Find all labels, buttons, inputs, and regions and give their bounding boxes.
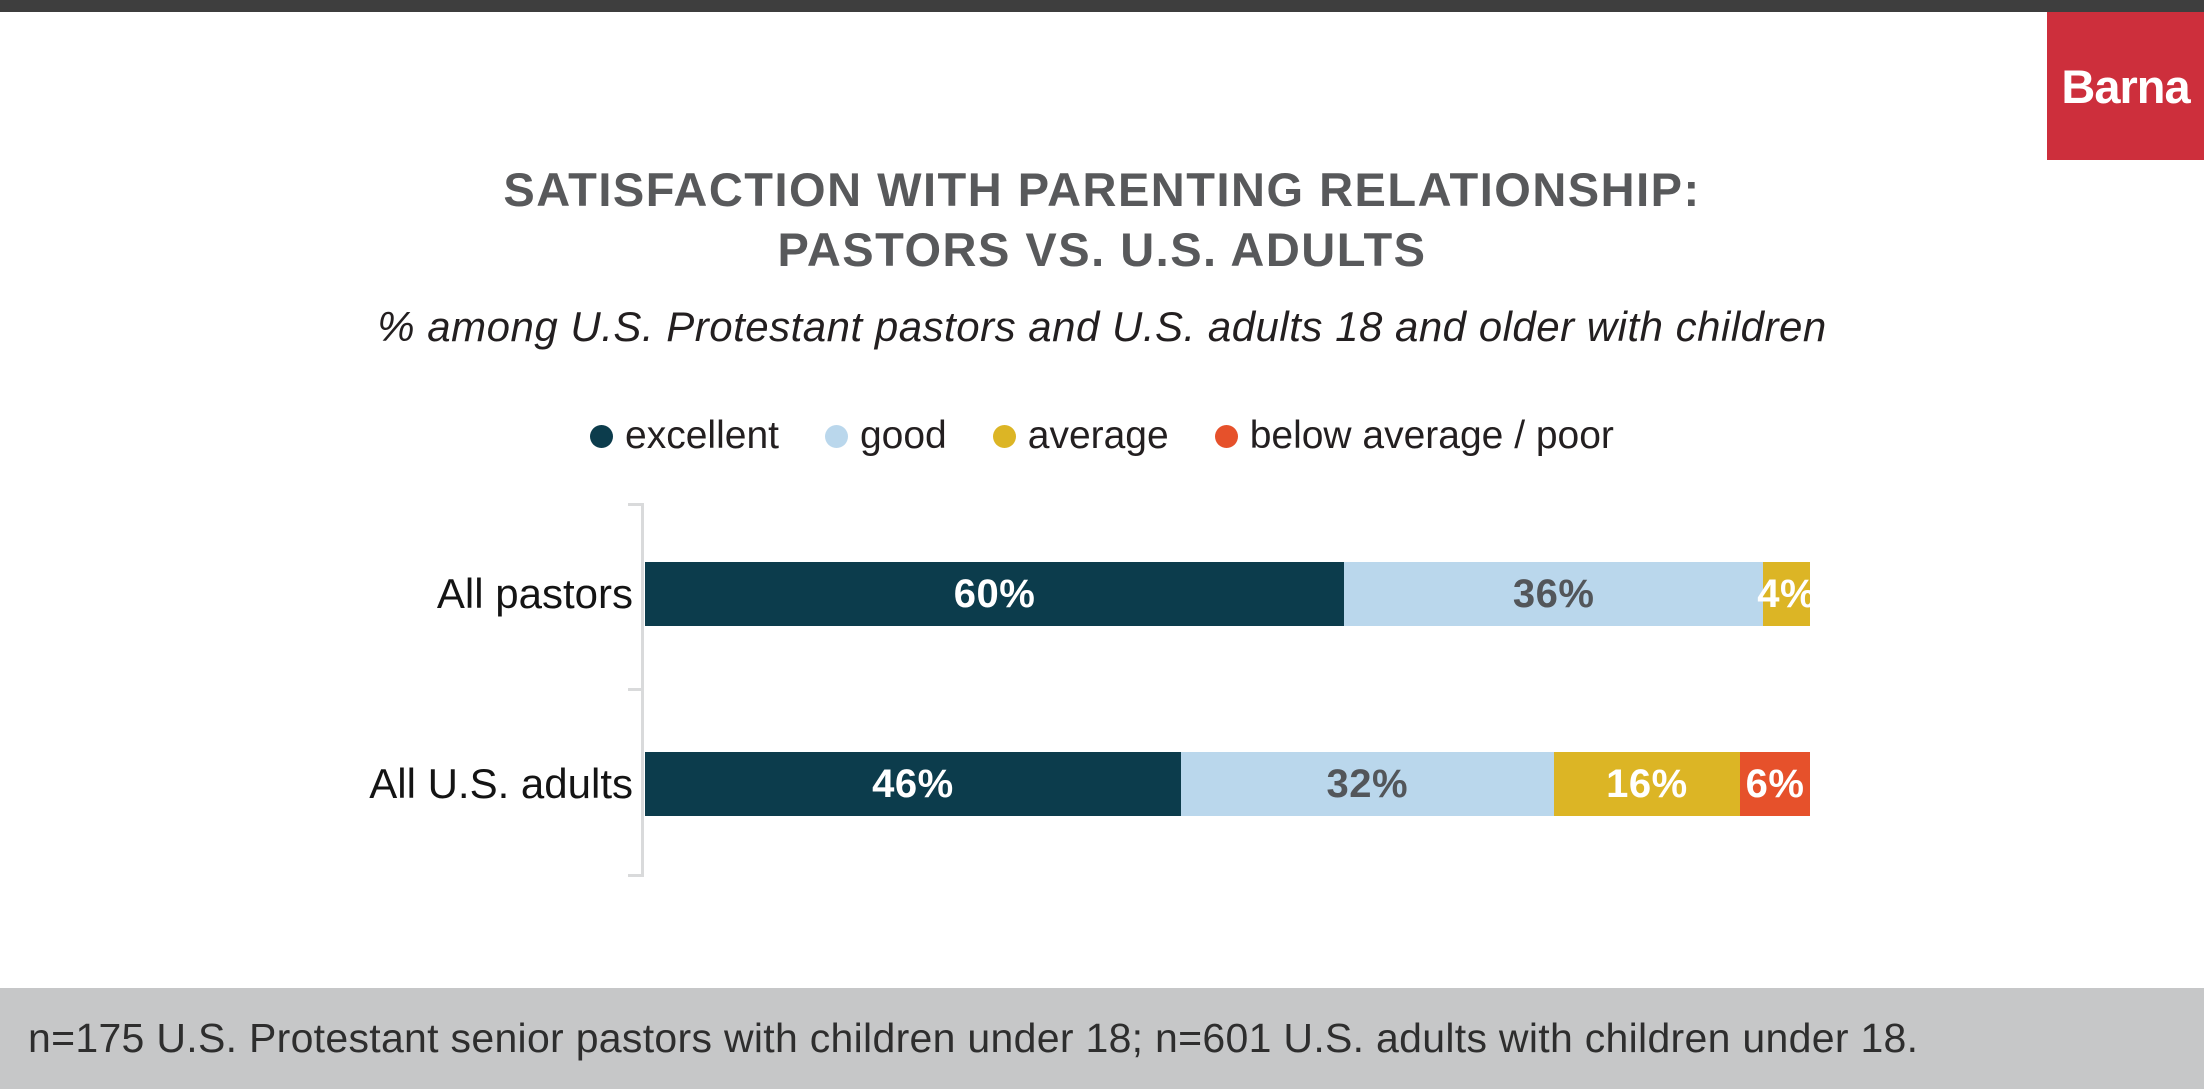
legend-item: good xyxy=(824,414,947,458)
bar-segment-value: 32% xyxy=(1326,761,1409,806)
top-accent-bar xyxy=(0,0,2204,12)
bar-segment-average: 4% xyxy=(1757,562,1816,626)
legend-item-label: excellent xyxy=(625,414,779,457)
y-axis-tick-bottom xyxy=(628,874,641,877)
barna-logo: Barna xyxy=(2047,12,2204,160)
footnote-bar: n=175 U.S. Protestant senior pastors wit… xyxy=(0,988,2204,1089)
bar-track: 46% 32% 16% 6% xyxy=(645,752,1810,816)
y-axis-tick-middle xyxy=(628,688,641,691)
chart-title-line2: PASTORS VS. U.S. ADULTS xyxy=(777,223,1427,277)
bar-segment-excellent: 46% xyxy=(645,752,1181,816)
chart-row: All pastors 60% 36% 4% xyxy=(0,562,2204,626)
legend: excellent good average below average / poor xyxy=(0,408,2204,464)
legend-dot-icon xyxy=(824,424,848,448)
bar-segment-value: 60% xyxy=(953,571,1036,616)
bar-segment-value: 36% xyxy=(1512,571,1595,616)
chart-title: SATISFACTION WITH PARENTING RELATIONSHIP… xyxy=(0,160,2204,280)
bar-track: 60% 36% 4% xyxy=(645,562,1816,626)
legend-item: excellent xyxy=(590,414,779,458)
legend-item-label: below average / poor xyxy=(1249,414,1614,457)
legend-dot-icon xyxy=(992,424,1016,448)
legend-dot-icon xyxy=(1214,424,1238,448)
legend-dot-icon xyxy=(590,424,614,448)
legend-item-label: average xyxy=(1027,414,1169,457)
barna-logo-text: Barna xyxy=(2061,59,2190,113)
bar-segment-value: 6% xyxy=(1745,761,1805,806)
bar-segment-excellent: 60% xyxy=(645,562,1344,626)
bar-segment-average: 16% xyxy=(1553,752,1741,816)
legend-item: below average / poor xyxy=(1214,414,1614,458)
chart-row: All U.S. adults 46% 32% 16% 6% xyxy=(0,752,2204,816)
bar-segment-value: 16% xyxy=(1606,761,1688,806)
category-label: All pastors xyxy=(436,570,633,617)
bar-segment-good: 32% xyxy=(1180,752,1554,816)
y-axis-tick-top xyxy=(628,503,641,506)
chart-title-line1: SATISFACTION WITH PARENTING RELATIONSHIP… xyxy=(503,163,1701,216)
bar-segment-value: 46% xyxy=(872,761,954,806)
chart-subtitle: % among U.S. Protestant pastors and U.S.… xyxy=(377,303,1827,350)
y-axis-line xyxy=(641,503,644,877)
stacked-bar-chart: All pastors 60% 36% 4% All U.S. adults 46% 32%… xyxy=(0,500,2204,890)
legend-item: average xyxy=(992,414,1169,458)
category-label: All U.S. adults xyxy=(369,760,633,807)
legend-item-label: good xyxy=(859,414,947,457)
bar-segment-value: 4% xyxy=(1757,571,1817,616)
footnote-text: n=175 U.S. Protestant senior pastors wit… xyxy=(28,1015,1919,1061)
bar-segment-below-average-poor: 6% xyxy=(1740,752,1810,816)
bar-segment-good: 36% xyxy=(1344,562,1764,626)
